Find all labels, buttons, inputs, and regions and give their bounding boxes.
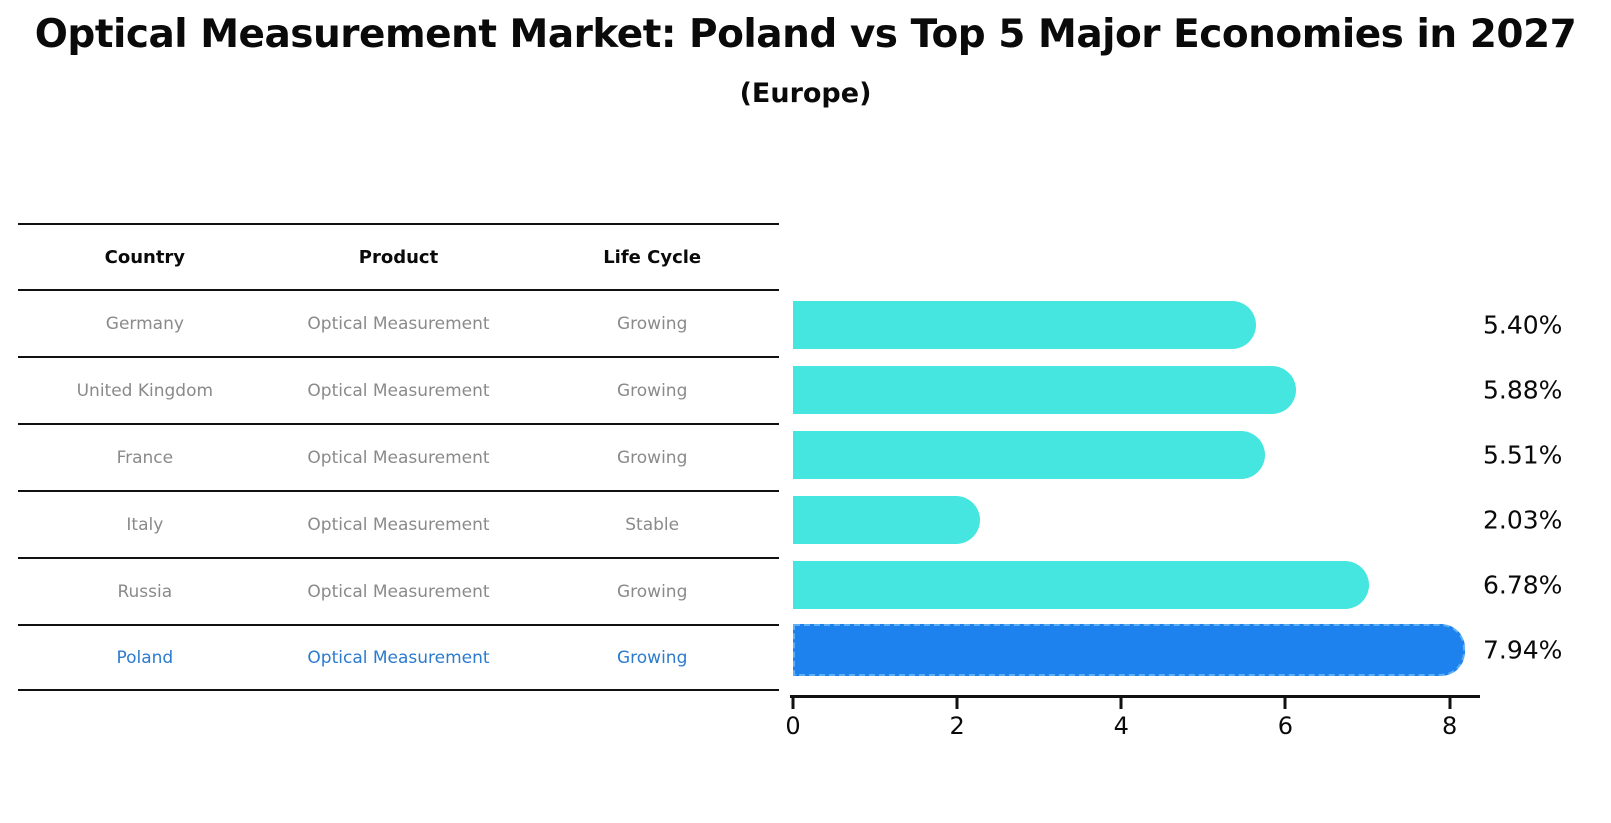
x-axis-tick	[1283, 698, 1287, 709]
value-bar-united-kingdom	[793, 365, 1296, 414]
product-cell: Optical Measurement	[307, 581, 490, 602]
life-cycle-cell: Growing	[616, 581, 688, 602]
comparison-table: Country Product Life Cycle Germany Optic…	[18, 223, 779, 691]
x-axis-tick-label: 6	[1277, 712, 1294, 740]
bar-row: 5.51%	[793, 422, 1562, 487]
country-cell: Poland	[116, 647, 174, 668]
bar-row: 2.03%	[793, 487, 1562, 552]
bar-row: 7.94%	[793, 617, 1562, 682]
product-cell: Optical Measurement	[307, 380, 490, 401]
x-axis-tick	[1448, 698, 1452, 709]
value-bar-poland	[793, 623, 1465, 676]
country-cell: France	[116, 447, 174, 468]
header-cell-product: Product	[358, 246, 439, 268]
country-cell: United Kingdom	[76, 380, 214, 401]
x-axis-tick	[955, 698, 959, 709]
value-bar-italy	[793, 495, 980, 544]
x-axis-tick	[791, 698, 795, 709]
table-row: Italy Optical Measurement Stable	[18, 490, 779, 557]
table-row-poland: Poland Optical Measurement Growing	[18, 624, 779, 691]
value-bar-germany	[793, 300, 1257, 349]
page-title: Optical Measurement Market: Poland vs To…	[34, 12, 1577, 57]
x-axis-tick-label: 2	[949, 712, 965, 740]
country-cell: Russia	[117, 581, 173, 602]
page-subtitle: (Europe)	[739, 78, 872, 109]
life-cycle-cell: Stable	[625, 514, 680, 535]
table-row: United Kingdom Optical Measurement Growi…	[18, 356, 779, 423]
value-label: 7.94%	[1483, 635, 1563, 664]
life-cycle-cell: Growing	[616, 313, 688, 334]
value-label: 2.03%	[1483, 505, 1563, 534]
table-row: France Optical Measurement Growing	[18, 423, 779, 490]
product-cell: Optical Measurement	[307, 514, 490, 535]
table-row: Russia Optical Measurement Growing	[18, 557, 779, 624]
x-axis-tick-label: 8	[1441, 712, 1458, 740]
country-cell: Italy	[126, 514, 164, 535]
value-label: 5.51%	[1483, 440, 1563, 469]
table-header-row: Country Product Life Cycle	[18, 223, 779, 289]
bar-chart: 5.40% 5.88% 5.51% 2.03% 6.78% 7.94% 0 2	[785, 292, 1562, 740]
x-axis-tick-label: 4	[1113, 712, 1129, 740]
header-cell-country: Country	[104, 246, 186, 268]
table-row: Germany Optical Measurement Growing	[18, 289, 779, 356]
value-label: 6.78%	[1483, 570, 1563, 599]
value-label: 5.40%	[1483, 310, 1563, 339]
bar-row: 6.78%	[793, 552, 1562, 617]
life-cycle-cell: Growing	[616, 647, 688, 668]
life-cycle-cell: Growing	[616, 380, 688, 401]
country-cell: Germany	[105, 313, 184, 334]
value-label: 5.88%	[1483, 375, 1563, 404]
x-axis-tick	[1119, 698, 1123, 709]
product-cell: Optical Measurement	[307, 313, 490, 334]
bar-row: 5.88%	[793, 357, 1562, 422]
x-axis	[790, 695, 1480, 698]
value-bar-russia	[793, 560, 1370, 609]
value-bar-france	[793, 430, 1266, 479]
bar-row: 5.40%	[793, 292, 1562, 357]
product-cell: Optical Measurement	[307, 647, 490, 668]
x-axis-tick-label: 0	[785, 712, 801, 740]
header-cell-life-cycle: Life Cycle	[603, 246, 702, 268]
product-cell: Optical Measurement	[307, 447, 490, 468]
life-cycle-cell: Growing	[616, 447, 688, 468]
